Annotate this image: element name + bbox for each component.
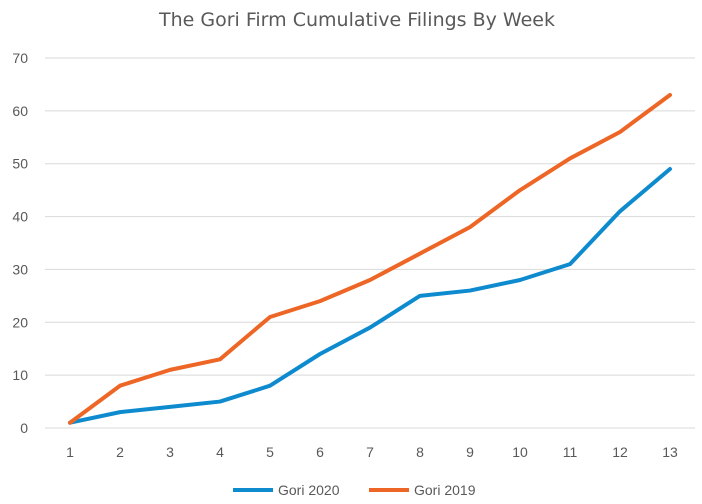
gridlines [45, 57, 695, 429]
legend-label-1: Gori 2020 [278, 482, 340, 498]
x-tick-label: 13 [662, 444, 678, 460]
x-tick-label: 5 [266, 444, 274, 460]
x-axis-tick-labels: 1 2 3 4 5 6 7 8 9 10 11 12 13 [66, 444, 678, 460]
x-tick-label: 12 [612, 444, 628, 460]
y-tick-label: 20 [12, 314, 28, 330]
x-tick-label: 6 [316, 444, 324, 460]
y-tick-label: 30 [12, 261, 28, 277]
x-tick-label: 9 [466, 444, 474, 460]
y-tick-label: 40 [12, 209, 28, 225]
y-tick-label: 10 [12, 367, 28, 383]
series-lines [68, 93, 672, 425]
series-line-1 [68, 167, 672, 425]
x-tick-label: 8 [416, 444, 424, 460]
y-tick-label: 50 [12, 156, 28, 172]
x-tick-label: 3 [166, 444, 174, 460]
legend-label-2: Gori 2019 [414, 482, 476, 498]
y-tick-label: 60 [12, 103, 28, 119]
y-tick-label: 70 [12, 50, 28, 66]
x-tick-label: 10 [512, 444, 528, 460]
y-axis-tick-labels: 0 10 20 30 40 50 60 70 [12, 50, 28, 436]
series-line-2 [68, 93, 672, 425]
x-tick-label: 4 [216, 444, 224, 460]
chart-title: The Gori Firm Cumulative Filings By Week [158, 9, 555, 31]
x-tick-label: 2 [116, 444, 124, 460]
legend: Gori 2020 Gori 2019 [233, 482, 476, 498]
y-tick-label: 0 [20, 420, 28, 436]
x-tick-label: 11 [563, 444, 578, 460]
x-tick-label: 7 [366, 444, 374, 460]
x-tick-label: 1 [66, 444, 74, 460]
